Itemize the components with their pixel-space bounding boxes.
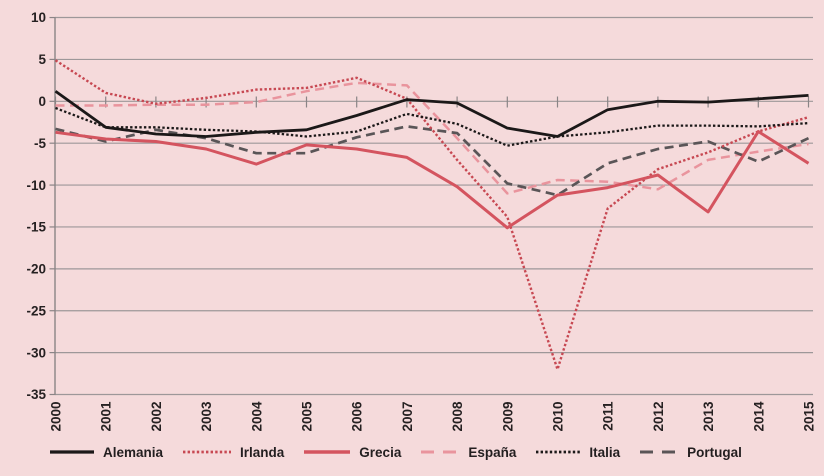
legend-item-grecia: Grecia [304,445,401,460]
x-tick-label: 2005 [300,401,315,432]
figure-top-border [0,1,824,4]
series-line-italia [55,106,809,147]
legend-label: Portugal [687,444,742,460]
legend-label: Italia [589,444,621,460]
x-tick-label: 2009 [500,402,515,432]
x-tick-label: 2001 [99,401,114,432]
legend-label: Alemania [103,444,164,460]
y-tick-label: -30 [26,345,46,360]
x-tick-label: 2011 [601,401,616,431]
x-tick-label: 2003 [199,401,214,432]
y-tick-label: -10 [26,178,46,193]
legend-label: Grecia [359,444,402,460]
y-tick-label: -20 [26,262,46,277]
series-line-espana [55,81,809,195]
series-line-alemania [54,90,809,138]
x-tick-label: 2014 [751,401,766,432]
legend-item-alemania: Alemania [50,445,163,460]
x-tick-label: 2008 [450,401,465,432]
y-tick-label: -15 [26,220,46,235]
y-tick-label: -25 [26,303,46,318]
legend-line-sample [183,450,232,454]
legend-line-sample [50,450,94,454]
x-tick-label: 2013 [701,401,716,432]
series-line-irlanda [54,59,809,371]
y-tick-label: -5 [34,136,46,151]
x-tick-label: 2010 [551,402,566,432]
figure-bottom-border [0,471,824,474]
legend-line-sample [304,450,351,454]
legend-line-sample [536,450,581,454]
y-tick-label: 10 [31,10,46,25]
legend-item-espana: España [421,445,516,460]
legend-line-sample [640,450,679,454]
x-tick-label: 2006 [350,401,365,432]
x-tick-label: 2015 [802,401,817,432]
series-line-portugal [55,125,810,197]
legend-label: España [468,444,517,460]
y-tick-label: -35 [26,387,46,402]
legend-line-sample [421,450,460,454]
legend-item-irlanda: Irlanda [183,445,284,460]
x-tick-label: 2000 [49,402,64,432]
legend-item-italia: Italia [536,445,620,460]
x-tick-label: 2004 [249,401,264,432]
x-tick-label: 2002 [149,402,164,432]
y-tick-label: 5 [38,52,46,67]
legend-label: Irlanda [240,444,285,460]
series-line-grecia [55,130,810,230]
x-tick-label: 2012 [651,402,666,432]
x-tick-label: 2007 [400,402,415,432]
legend-item-portugal: Portugal [640,445,742,460]
legend: Alemania Irlanda Grecia España Italia Portuga… [50,441,742,463]
y-tick-label: 0 [38,94,46,109]
